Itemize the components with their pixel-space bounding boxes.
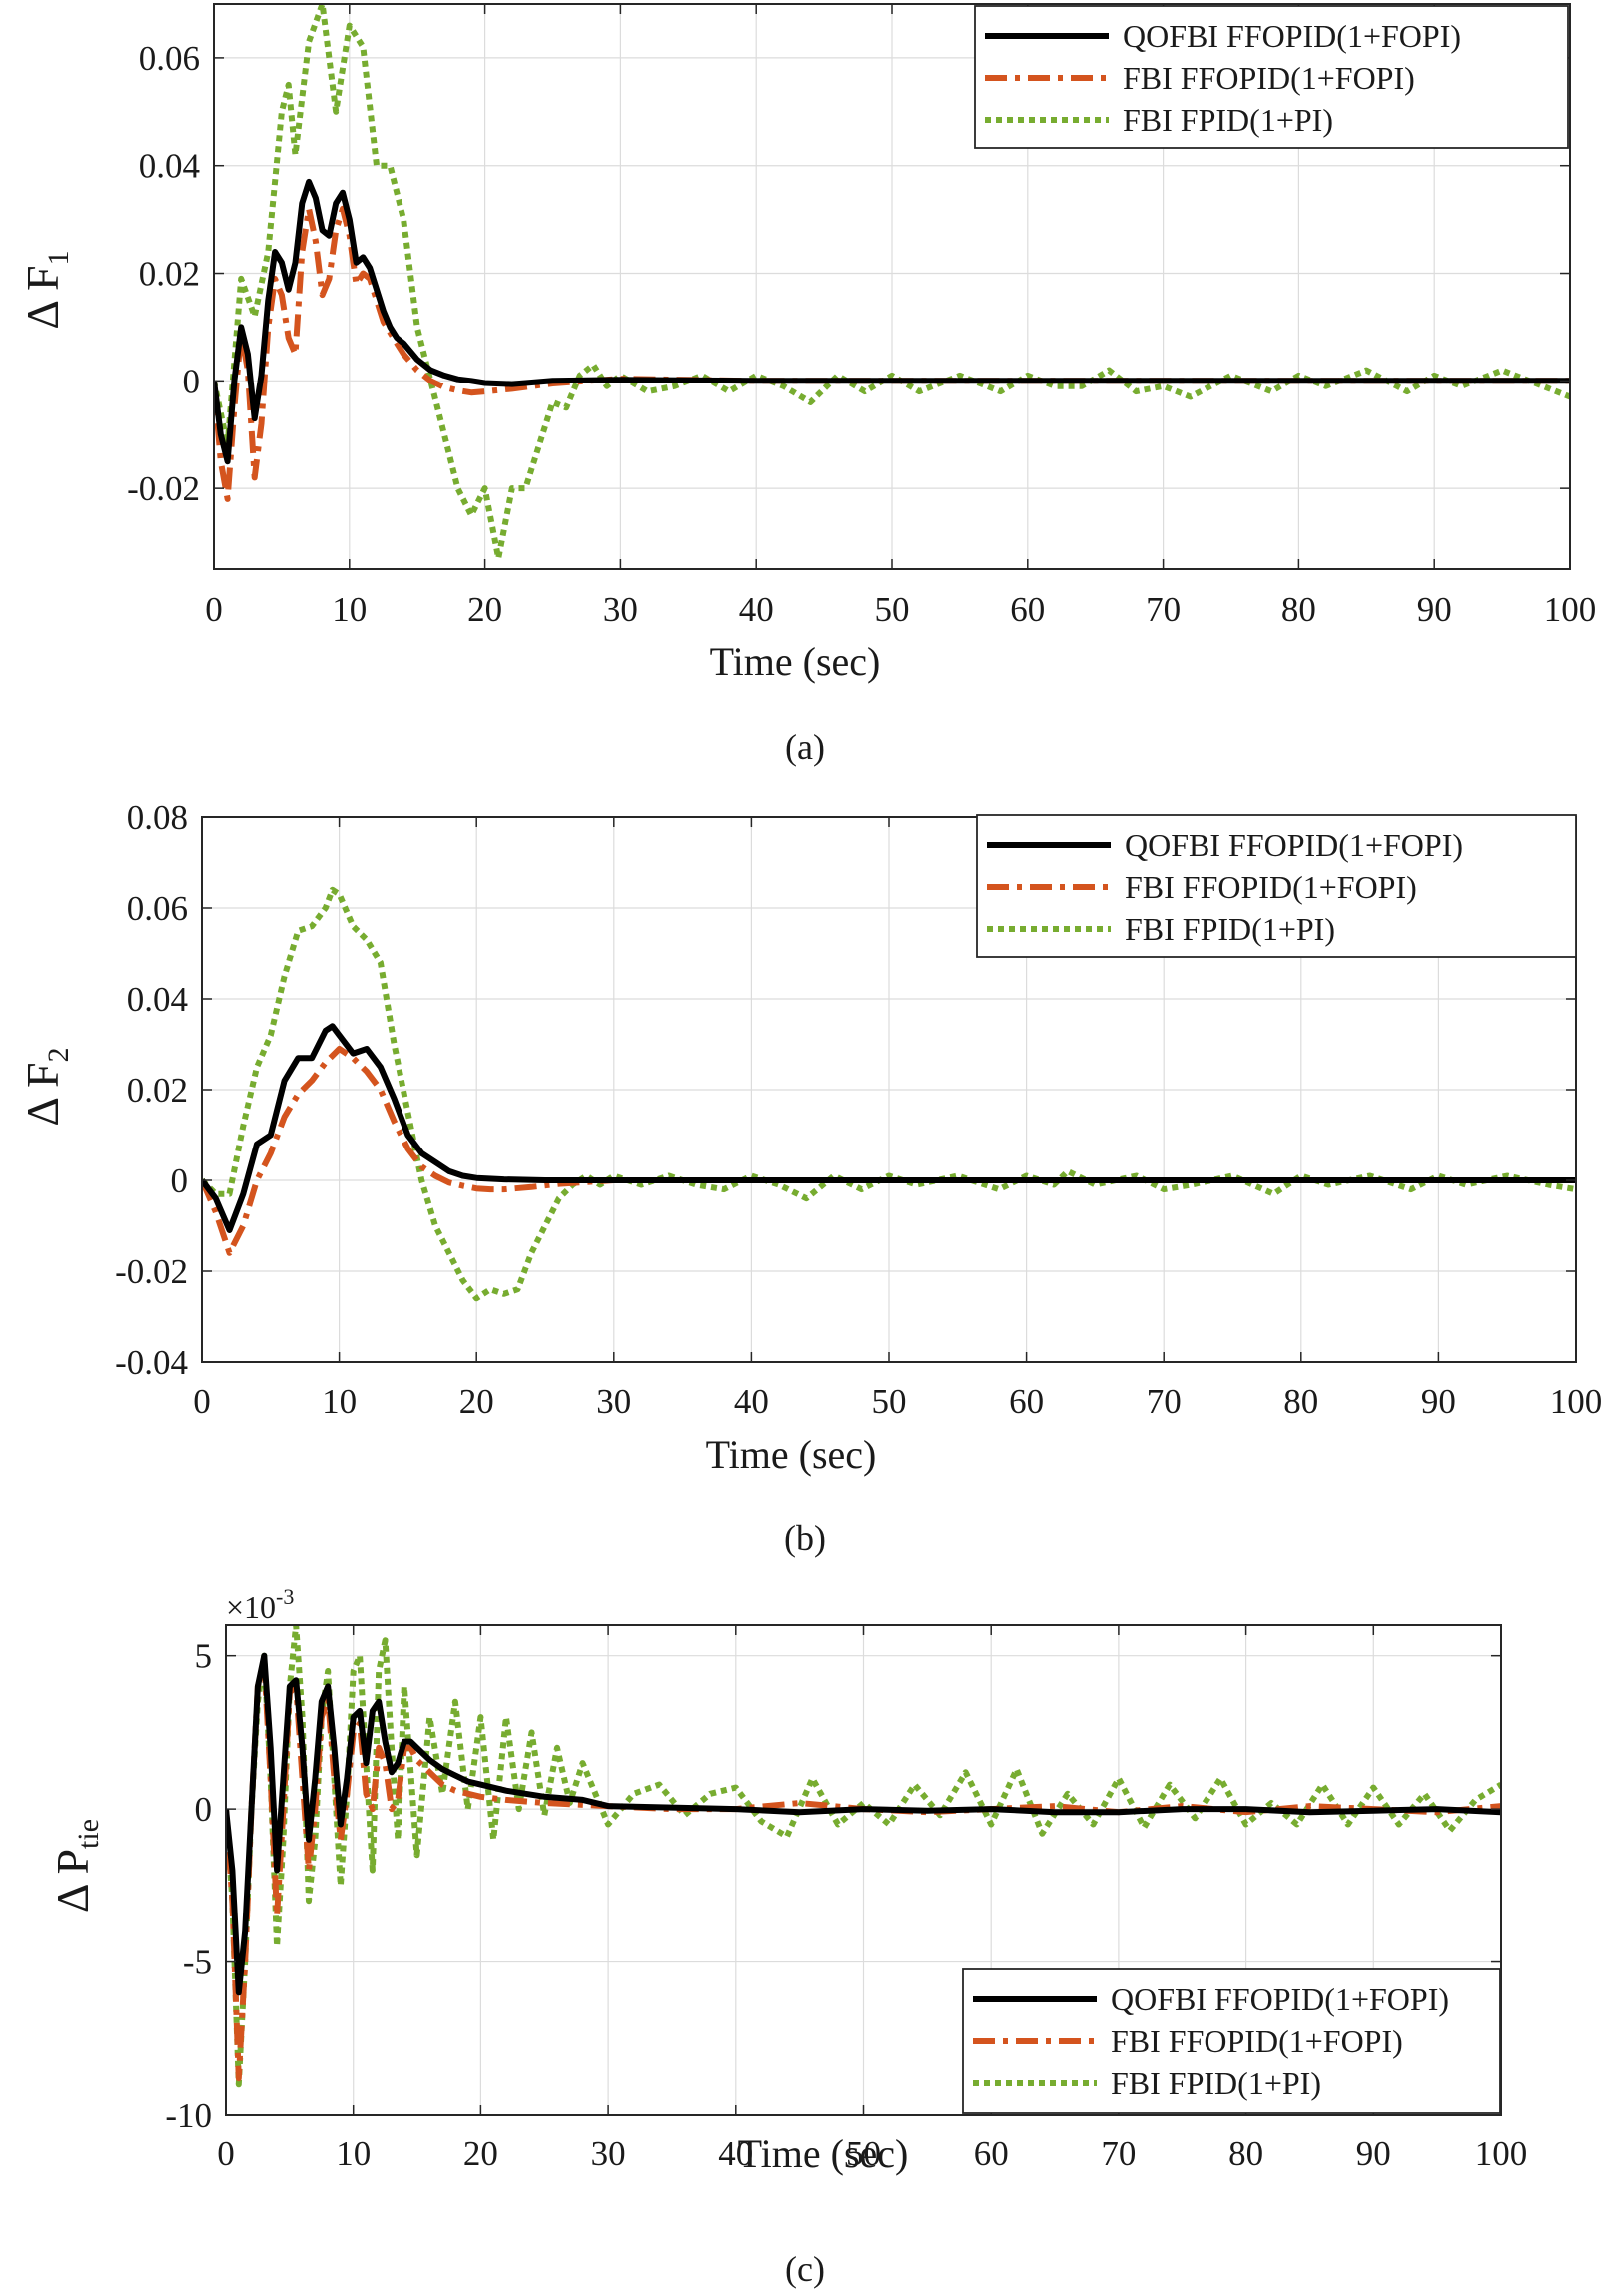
panel-a-xtick-label: 80 bbox=[1281, 590, 1316, 629]
panel-b-ytick-label: 0.08 bbox=[127, 798, 188, 837]
panel-a-xtick-label: 90 bbox=[1417, 590, 1452, 629]
panel-a-ytick-label: 0 bbox=[183, 362, 201, 400]
panel-b-ytick-label: 0.04 bbox=[127, 980, 188, 1019]
panel-c-xtick-label: 90 bbox=[1356, 2134, 1391, 2173]
panel-c-xtick-label: 0 bbox=[217, 2134, 235, 2173]
panel-b-xtick-label: 0 bbox=[193, 1382, 211, 1421]
panel-b-xtick-label: 30 bbox=[596, 1382, 631, 1421]
panel-c-series-1-line bbox=[226, 1652, 1501, 1996]
panel-a-ytick-label: 0.02 bbox=[139, 255, 200, 294]
panel-b-plot-area: 0 10 20 30 40 50 60 70 80 90 100 -0.04 -0.02 0 0.02 0.0… bbox=[115, 798, 1602, 1421]
panel-a-ylabel-sub: 1 bbox=[42, 250, 75, 265]
panel-c-xtick-label: 80 bbox=[1228, 2134, 1263, 2173]
panel-a-xtick-label: 40 bbox=[739, 590, 774, 629]
panel-a-xtick-label: 10 bbox=[332, 590, 367, 629]
panel-b-series-2-line bbox=[202, 1046, 1576, 1256]
panel-c-xlabel: Time (sec) bbox=[738, 2131, 909, 2176]
panel-c-legend-label-2: FBI FFOPID(1+FOPI) bbox=[1111, 2023, 1403, 2059]
panel-a-legend: QOFBI FFOPID(1+FOPI) FBI FFOPID(1+FOPI) FB… bbox=[974, 5, 1569, 149]
panel-b-ytick-label: 0 bbox=[171, 1161, 189, 1200]
panel-b-xtick-label: 90 bbox=[1421, 1382, 1456, 1421]
panel-b: 0 10 20 30 40 50 60 70 80 90 100 -0.04 -0.02 0 0.02 0.0… bbox=[17, 798, 1602, 1558]
panel-c-multiplier-exp: -3 bbox=[276, 1584, 294, 1609]
panel-c-ylabel-sub: tie bbox=[72, 1819, 105, 1849]
panel-a-xtick-label: 100 bbox=[1544, 590, 1597, 629]
panel-b-xtick-label: 80 bbox=[1283, 1382, 1318, 1421]
panel-c-plot-area: 0 10 20 30 40 50 60 70 80 90 100 -10 -5 0 5 QOFBI FFOPI… bbox=[165, 1624, 1528, 2173]
panel-b-xlabel: Time (sec) bbox=[706, 1432, 877, 1477]
panel-c-xtick-label: 10 bbox=[336, 2134, 371, 2173]
panel-b-xtick-label: 10 bbox=[322, 1382, 357, 1421]
panel-c-xtick-label: 30 bbox=[591, 2134, 626, 2173]
panel-b-ytick-label: 0.06 bbox=[127, 889, 188, 928]
panel-c: 0 10 20 30 40 50 60 70 80 90 100 -10 -5 0 5 QOFBI FFOPI… bbox=[47, 1584, 1527, 2289]
panel-b-xtick-label: 60 bbox=[1009, 1382, 1044, 1421]
panel-c-multiplier-base: ×10 bbox=[226, 1589, 276, 1625]
panel-c-ylabel: Δ Ptie bbox=[47, 1819, 105, 1913]
panel-b-ylabel-main: Δ F bbox=[17, 1062, 68, 1126]
panel-a-legend-label-1: QOFBI FFOPID(1+FOPI) bbox=[1123, 18, 1461, 54]
panel-a-legend-label-2: FBI FFOPID(1+FOPI) bbox=[1123, 60, 1415, 96]
panel-a-xtick-label: 20 bbox=[467, 590, 502, 629]
panel-c-legend-box bbox=[962, 1968, 1501, 2114]
panel-c-legend: QOFBI FFOPID(1+FOPI) FBI FFOPID(1+FOPI) FB… bbox=[962, 1968, 1501, 2114]
panel-c-multiplier: ×10-3 bbox=[226, 1584, 294, 1625]
panel-c-ytick-label: 5 bbox=[195, 1637, 213, 1676]
panel-a-xlabel: Time (sec) bbox=[710, 639, 881, 684]
panel-c-xtick-label: 100 bbox=[1475, 2134, 1528, 2173]
panel-b-series-1-line bbox=[202, 1023, 1576, 1233]
panel-b-xtick-label: 20 bbox=[459, 1382, 494, 1421]
panel-b-ytick-label: -0.04 bbox=[115, 1343, 188, 1382]
panel-a-legend-label-3: FBI FPID(1+PI) bbox=[1123, 102, 1333, 138]
panel-b-xtick-label: 70 bbox=[1147, 1382, 1182, 1421]
panel-b-legend: QOFBI FFOPID(1+FOPI) FBI FFOPID(1+FOPI) FB… bbox=[976, 814, 1577, 958]
panel-a-ylabel: Δ F1 bbox=[17, 250, 75, 329]
panel-c-caption: (c) bbox=[785, 2249, 825, 2289]
panel-b-legend-label-3: FBI FPID(1+PI) bbox=[1125, 911, 1335, 947]
panel-c-ylabel-main: Δ P bbox=[47, 1849, 98, 1913]
panel-c-legend-label-1: QOFBI FFOPID(1+FOPI) bbox=[1111, 1981, 1449, 2017]
panel-b-ylabel-sub: 2 bbox=[42, 1047, 75, 1062]
panel-a-ytick-label: 0.06 bbox=[139, 39, 200, 78]
panel-a-ylabel-main: Δ F bbox=[17, 265, 68, 329]
panel-a-ytick-label: -0.02 bbox=[127, 469, 200, 508]
panel-a-xtick-label: 70 bbox=[1146, 590, 1181, 629]
panel-b-legend-label-2: FBI FFOPID(1+FOPI) bbox=[1125, 869, 1417, 905]
panel-b-legend-label-1: QOFBI FFOPID(1+FOPI) bbox=[1125, 827, 1463, 863]
panel-a-xtick-label: 0 bbox=[205, 590, 223, 629]
panel-a: 0 10 20 30 40 50 60 70 80 90 100 -0.02 0 0.02 0.04 0.06… bbox=[17, 3, 1597, 767]
panel-a-plot-area: 0 10 20 30 40 50 60 70 80 90 100 -0.02 0 0.02 0.04 0.06… bbox=[127, 3, 1597, 629]
panel-a-series-2-line bbox=[214, 205, 1570, 502]
panel-b-ylabel: Δ F2 bbox=[17, 1047, 75, 1126]
panel-b-xtick-label: 40 bbox=[734, 1382, 769, 1421]
panel-a-xtick-label: 30 bbox=[603, 590, 638, 629]
panel-a-caption: (a) bbox=[785, 727, 825, 767]
panel-b-ytick-label: -0.02 bbox=[115, 1252, 188, 1291]
panel-c-legend-label-3: FBI FPID(1+PI) bbox=[1111, 2065, 1321, 2101]
panel-c-xtick-label: 60 bbox=[974, 2134, 1009, 2173]
panel-c-xtick-label: 50 bbox=[846, 2134, 881, 2173]
panel-b-caption: (b) bbox=[784, 1518, 826, 1558]
panel-c-xtick-label: 20 bbox=[463, 2134, 498, 2173]
panel-c-series-3-line bbox=[226, 1625, 1501, 2088]
panel-b-xtick-label: 100 bbox=[1550, 1382, 1603, 1421]
panel-a-ytick-label: 0.04 bbox=[139, 147, 200, 186]
panel-a-series-1-line bbox=[214, 178, 1570, 465]
panel-b-xtick-label: 50 bbox=[872, 1382, 907, 1421]
panel-c-xtick-label: 70 bbox=[1101, 2134, 1136, 2173]
panel-c-ytick-label: -5 bbox=[183, 1943, 212, 1982]
panel-a-xtick-label: 50 bbox=[875, 590, 910, 629]
panel-c-ytick-label: -10 bbox=[165, 2096, 212, 2135]
panel-b-ytick-label: 0.02 bbox=[127, 1071, 188, 1110]
panel-a-xtick-label: 60 bbox=[1010, 590, 1045, 629]
panel-c-xtick-label: 40 bbox=[718, 2134, 753, 2173]
panel-c-ytick-label: 0 bbox=[195, 1790, 213, 1829]
